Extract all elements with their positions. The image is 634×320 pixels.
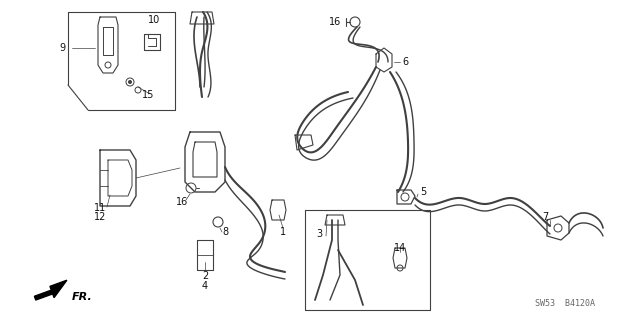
Text: 1: 1: [280, 227, 286, 237]
Text: 9: 9: [59, 43, 65, 53]
Text: 10: 10: [148, 15, 160, 25]
Text: 5: 5: [420, 187, 426, 197]
Text: 16: 16: [176, 197, 188, 207]
Text: FR.: FR.: [72, 292, 93, 302]
Text: 3: 3: [316, 229, 322, 239]
Text: 16: 16: [329, 17, 341, 27]
Text: 7: 7: [541, 212, 548, 222]
Text: 8: 8: [222, 227, 228, 237]
Polygon shape: [34, 280, 67, 300]
Text: SW53  B4120A: SW53 B4120A: [535, 299, 595, 308]
Text: 11: 11: [94, 203, 106, 213]
Circle shape: [126, 78, 134, 86]
Circle shape: [135, 87, 141, 93]
Circle shape: [397, 265, 403, 271]
Text: 2: 2: [202, 271, 208, 281]
Text: 6: 6: [402, 57, 408, 67]
Text: 15: 15: [142, 90, 154, 100]
Circle shape: [350, 17, 360, 27]
Circle shape: [128, 80, 132, 84]
Text: 14: 14: [394, 243, 406, 253]
Circle shape: [186, 183, 196, 193]
Circle shape: [213, 217, 223, 227]
Circle shape: [554, 224, 562, 232]
Text: 12: 12: [94, 212, 106, 222]
Circle shape: [401, 193, 409, 201]
Circle shape: [105, 62, 111, 68]
Text: 4: 4: [202, 281, 208, 291]
